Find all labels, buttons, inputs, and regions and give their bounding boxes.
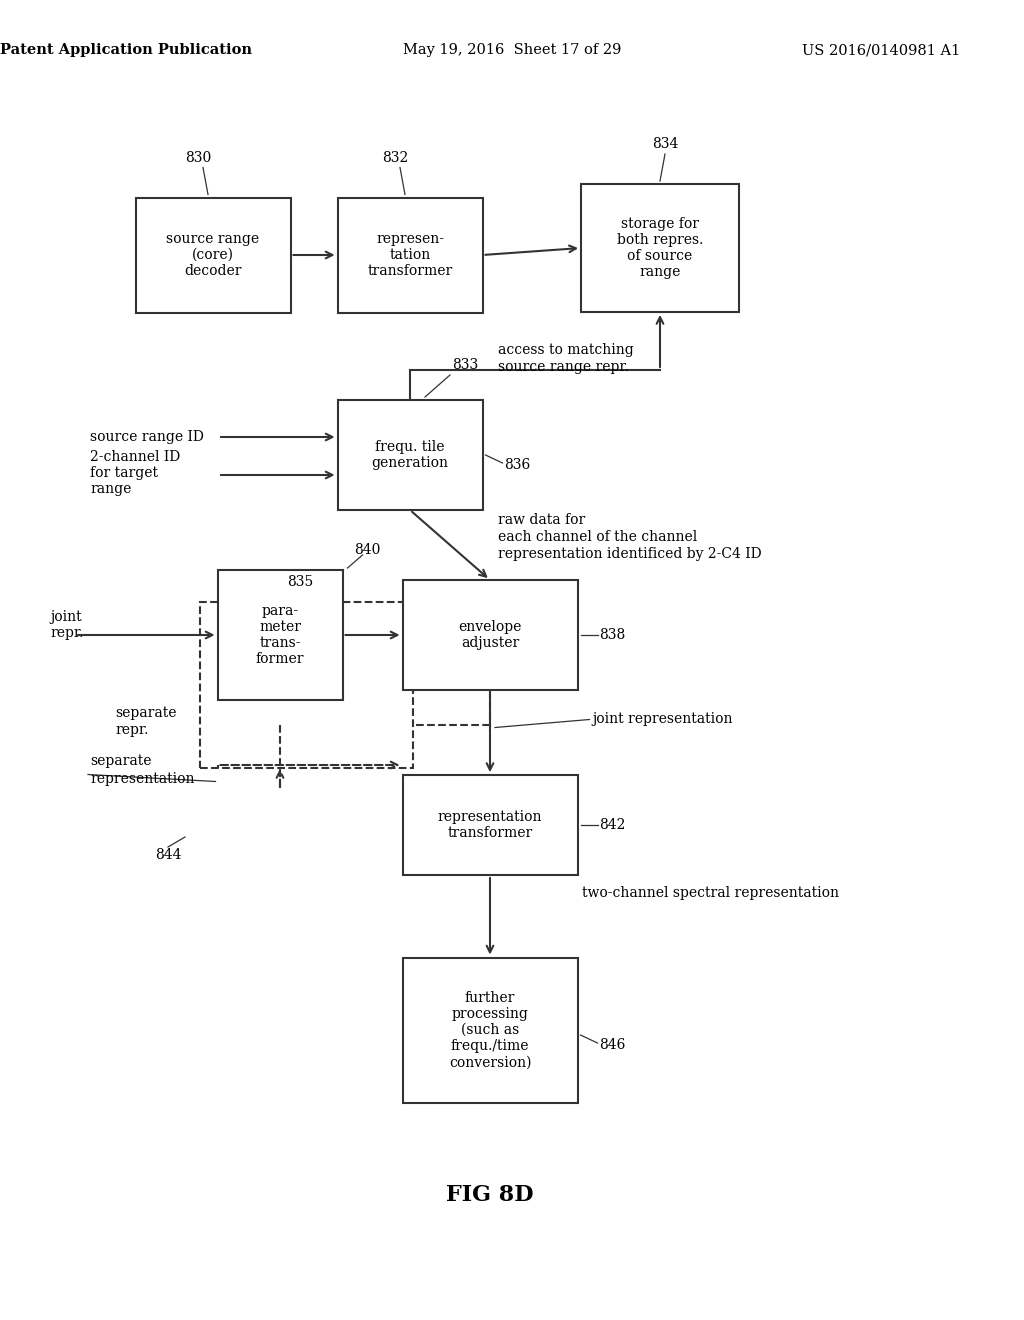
Text: 833: 833 — [452, 358, 478, 372]
Text: US 2016/0140981 A1: US 2016/0140981 A1 — [802, 44, 961, 57]
Text: source range
(core)
decoder: source range (core) decoder — [167, 232, 259, 279]
Text: 832: 832 — [382, 150, 409, 165]
Text: 846: 846 — [599, 1038, 626, 1052]
Text: separate: separate — [115, 706, 176, 719]
Text: joint representation: joint representation — [593, 713, 733, 726]
Text: 840: 840 — [354, 543, 381, 557]
Text: each channel of the channel: each channel of the channel — [498, 531, 696, 544]
Text: range: range — [90, 482, 131, 496]
Text: 844: 844 — [155, 847, 181, 862]
Text: further
processing
(such as
frequ./time
conversion): further processing (such as frequ./time … — [449, 990, 531, 1069]
Text: represen-
tation
transformer: represen- tation transformer — [368, 232, 453, 279]
Text: 838: 838 — [599, 628, 626, 642]
Text: Patent Application Publication: Patent Application Publication — [0, 44, 252, 57]
Text: 835: 835 — [287, 576, 313, 589]
Bar — [338, 198, 482, 313]
Text: 842: 842 — [599, 818, 626, 832]
Bar — [402, 579, 578, 690]
Text: access to matching: access to matching — [498, 343, 633, 356]
Text: separate: separate — [90, 755, 152, 768]
Text: source range repr.: source range repr. — [498, 360, 629, 374]
Text: representation
transformer: representation transformer — [437, 810, 543, 840]
Text: raw data for: raw data for — [498, 513, 585, 527]
Text: joint: joint — [50, 610, 82, 624]
Bar — [581, 183, 739, 312]
Text: 830: 830 — [185, 150, 211, 165]
Text: para-
meter
trans-
former: para- meter trans- former — [256, 603, 304, 667]
Text: representation identificed by 2-C4 ID: representation identificed by 2-C4 ID — [498, 546, 761, 561]
Text: two-channel spectral representation: two-channel spectral representation — [583, 886, 840, 900]
Text: FIG 8D: FIG 8D — [446, 1184, 534, 1206]
Text: representation: representation — [90, 772, 195, 787]
Bar — [402, 775, 578, 875]
Bar — [217, 570, 342, 700]
Text: repr.: repr. — [115, 723, 148, 737]
Text: repr.: repr. — [50, 626, 83, 640]
Text: 2-channel ID: 2-channel ID — [90, 450, 180, 465]
Text: frequ. tile
generation: frequ. tile generation — [372, 440, 449, 470]
Text: 834: 834 — [652, 137, 678, 150]
Text: storage for
both repres.
of source
range: storage for both repres. of source range — [616, 216, 703, 280]
Bar — [135, 198, 291, 313]
Text: May 19, 2016  Sheet 17 of 29: May 19, 2016 Sheet 17 of 29 — [402, 44, 622, 57]
Text: for target: for target — [90, 466, 158, 480]
Bar — [338, 400, 482, 510]
Bar — [200, 602, 413, 768]
Text: 836: 836 — [505, 458, 530, 473]
Bar — [402, 957, 578, 1102]
Text: envelope
adjuster: envelope adjuster — [459, 620, 521, 651]
Text: source range ID: source range ID — [90, 430, 204, 444]
